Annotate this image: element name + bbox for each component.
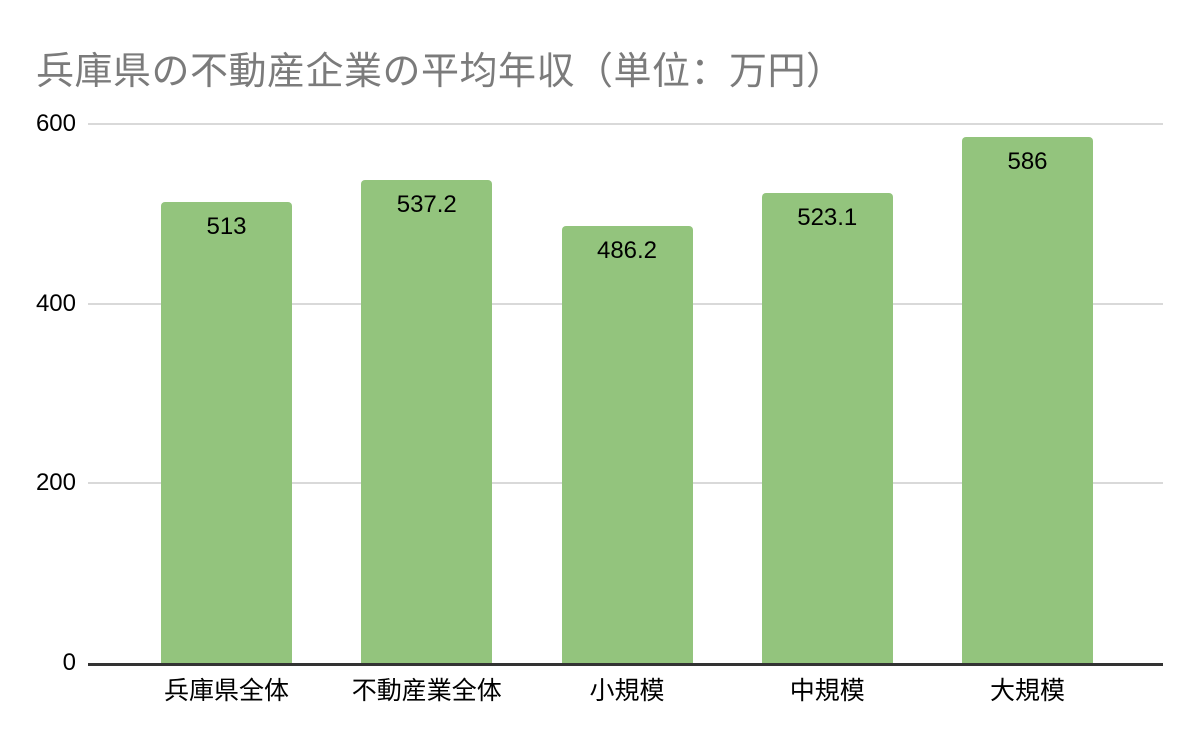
y-tick-label: 600 bbox=[35, 110, 76, 137]
x-category-label: 兵庫県全体 bbox=[163, 677, 289, 705]
x-category-label: 小規模 bbox=[589, 677, 665, 705]
x-category-label: 不動産業全体 bbox=[351, 677, 502, 705]
x-category-label: 大規模 bbox=[989, 677, 1065, 705]
bar: 513 bbox=[161, 202, 292, 663]
bar: 537.2 bbox=[361, 180, 493, 663]
bar: 486.2 bbox=[561, 226, 693, 663]
bar-value-label: 586 bbox=[1007, 147, 1048, 175]
gridline bbox=[88, 123, 1163, 125]
bar-value-label: 486.2 bbox=[596, 237, 658, 265]
y-tick-label: 400 bbox=[35, 289, 76, 317]
bar: 523.1 bbox=[761, 193, 893, 663]
bar-value-label: 513 bbox=[206, 213, 247, 241]
chart-title: 兵庫県の不動産企業の平均年収（単位：万円） bbox=[36, 51, 845, 93]
x-category-label: 中規模 bbox=[789, 677, 865, 705]
x-axis-labels: 兵庫県全体 不動産業全体 小規模 中規模 大規模 bbox=[88, 676, 1163, 712]
bar: 586 bbox=[962, 136, 1093, 663]
y-axis: 600 400 200 0 bbox=[0, 112, 76, 675]
y-tick-label: 0 bbox=[62, 649, 76, 676]
bar-value-label: 523.1 bbox=[797, 204, 858, 232]
plot-area: 513 537.2 486.2 523.1 586 bbox=[88, 123, 1163, 666]
y-tick-label: 200 bbox=[35, 469, 76, 497]
bar-value-label: 537.2 bbox=[396, 191, 457, 219]
